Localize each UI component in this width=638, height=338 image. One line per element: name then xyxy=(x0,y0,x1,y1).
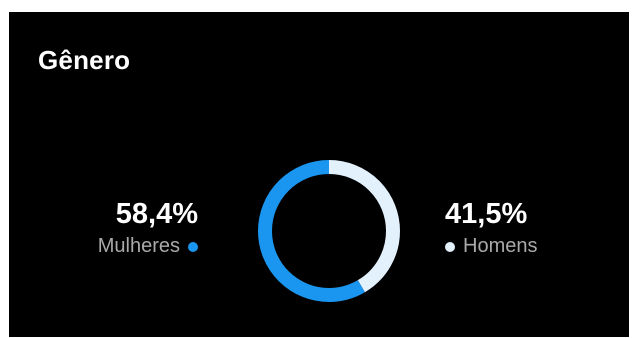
gender-donut-chart xyxy=(258,160,400,302)
women-label: Mulheres xyxy=(97,235,180,257)
men-percent: 41,5% xyxy=(445,198,528,230)
women-legend: Mulheres xyxy=(98,235,198,258)
gender-card: Gênero 58,4% Mulheres 41,5% Homens xyxy=(9,12,629,337)
men-label: Homens xyxy=(463,235,538,257)
women-stat: 58,4% Mulheres xyxy=(98,198,198,258)
women-percent: 58,4% xyxy=(115,198,198,230)
women-slice xyxy=(258,160,400,302)
men-legend: Homens xyxy=(445,235,537,258)
men-stat: 41,5% Homens xyxy=(445,198,537,258)
card-title: Gênero xyxy=(38,45,131,75)
men-dot-icon xyxy=(445,241,455,252)
women-dot-icon xyxy=(188,241,198,252)
